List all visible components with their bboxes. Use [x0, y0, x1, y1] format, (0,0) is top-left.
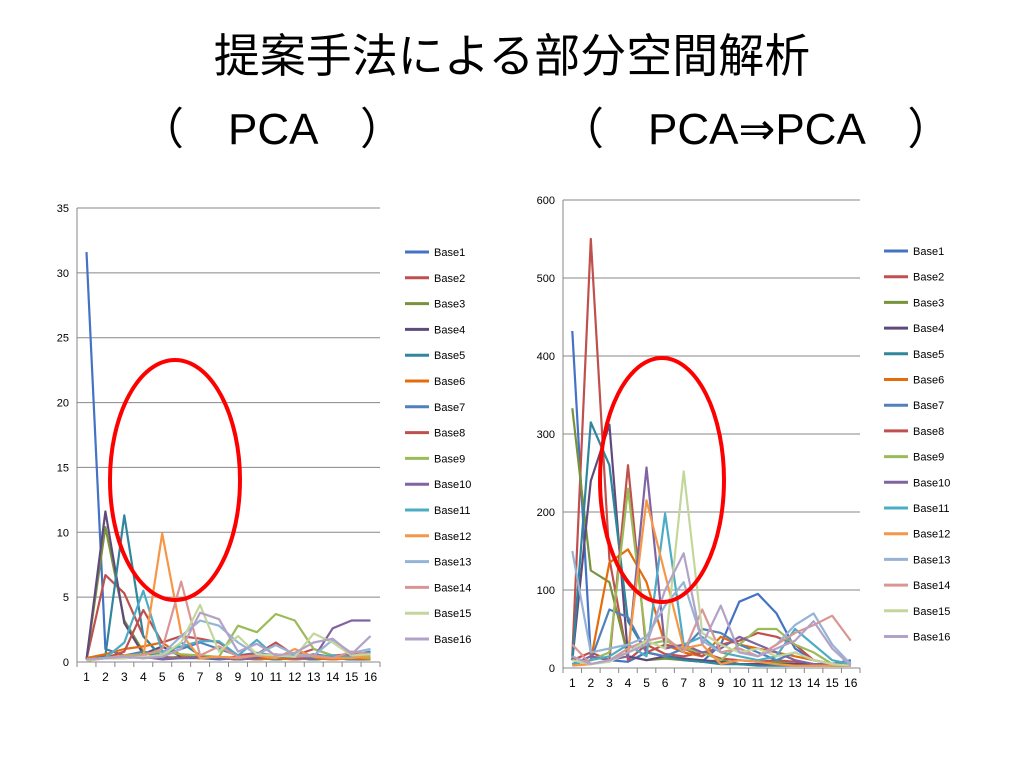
y-tick-label: 30 [57, 268, 69, 280]
legend-label-base10: Base10 [434, 479, 471, 491]
legend-label-base14: Base14 [913, 580, 950, 592]
legend-label-base2: Base2 [434, 273, 465, 285]
x-tick-label: 1 [569, 676, 576, 690]
legend-label-base3: Base3 [913, 297, 944, 309]
x-tick-label: 10 [733, 676, 747, 690]
legend-label-base9: Base9 [434, 453, 465, 465]
legend-label-base12: Base12 [434, 531, 471, 543]
x-tick-label: 2 [102, 670, 109, 684]
x-tick-label: 9 [235, 670, 242, 684]
y-tick-label: 10 [57, 527, 69, 539]
x-tick-label: 4 [140, 670, 147, 684]
legend-label-base1: Base1 [434, 247, 465, 259]
legend-label-base8: Base8 [434, 428, 465, 440]
x-tick-label: 5 [159, 670, 166, 684]
subtitle-pca: （ PCA ） [140, 105, 405, 154]
legend-label-base11: Base11 [434, 505, 471, 517]
y-tick-label: 600 [537, 195, 555, 207]
legend-label-base16: Base16 [434, 634, 471, 646]
series-line-base14 [86, 580, 371, 661]
x-tick-label: 13 [307, 670, 321, 684]
legend-label-base13: Base13 [913, 554, 950, 566]
x-tick-label: 15 [345, 670, 359, 684]
legend-label-base6: Base6 [434, 376, 465, 388]
legend-label-base9: Base9 [913, 452, 944, 464]
legend-label-base12: Base12 [913, 529, 950, 541]
x-tick-label: 6 [662, 676, 669, 690]
legend-label-base4: Base4 [913, 323, 944, 335]
x-tick-label: 7 [680, 676, 687, 690]
legend-label-base2: Base2 [913, 272, 944, 284]
x-tick-label: 14 [326, 670, 340, 684]
x-tick-label: 12 [288, 670, 302, 684]
x-tick-label: 10 [250, 670, 264, 684]
y-tick-label: 35 [57, 203, 69, 215]
legend-label-base8: Base8 [913, 426, 944, 438]
x-tick-label: 7 [197, 670, 204, 684]
y-tick-label: 300 [537, 429, 555, 441]
x-tick-label: 8 [216, 670, 223, 684]
y-tick-label: 25 [57, 333, 69, 345]
x-tick-label: 13 [788, 676, 802, 690]
legend-label-base5: Base5 [434, 350, 465, 362]
highlight-ellipse [598, 356, 726, 604]
legend-label-base3: Base3 [434, 299, 465, 311]
x-tick-label: 4 [625, 676, 632, 690]
x-tick-label: 6 [178, 670, 185, 684]
x-tick-label: 16 [364, 670, 378, 684]
legend-label-base16: Base16 [913, 632, 950, 644]
legend-label-base15: Base15 [913, 606, 950, 618]
legend-label-base11: Base11 [913, 503, 950, 515]
x-tick-label: 8 [699, 676, 706, 690]
y-tick-label: 20 [57, 398, 69, 410]
x-tick-label: 3 [606, 676, 613, 690]
legend-label-base1: Base1 [913, 246, 944, 258]
y-tick-label: 100 [537, 585, 555, 597]
x-tick-label: 1 [83, 670, 90, 684]
series-line-base13 [571, 550, 852, 665]
subtitle-pca-pca: （ PCA⇒PCA ） [560, 105, 952, 154]
x-tick-label: 3 [121, 670, 128, 684]
x-tick-label: 5 [643, 676, 650, 690]
x-tick-label: 2 [588, 676, 595, 690]
y-tick-label: 5 [63, 592, 69, 604]
x-tick-label: 11 [752, 676, 765, 690]
x-tick-label: 12 [770, 676, 784, 690]
legend-label-base14: Base14 [434, 582, 471, 594]
legend-label-base7: Base7 [434, 402, 465, 414]
x-tick-label: 9 [717, 676, 724, 690]
x-tick-label: 11 [270, 670, 283, 684]
slide-title: 提案手法による部分空間解析 [213, 29, 811, 83]
y-tick-label: 500 [537, 273, 555, 285]
series-line-base11 [572, 512, 851, 666]
x-tick-label: 14 [807, 676, 821, 690]
legend-label-base5: Base5 [913, 349, 944, 361]
x-tick-label: 15 [825, 676, 839, 690]
y-tick-label: 200 [537, 507, 555, 519]
highlight-ellipse [108, 358, 242, 602]
legend-label-base13: Base13 [434, 557, 471, 569]
y-tick-label: 0 [63, 657, 69, 669]
y-tick-label: 0 [549, 663, 555, 675]
legend-label-base6: Base6 [913, 375, 944, 387]
x-tick-label: 16 [844, 676, 858, 690]
series-line-base16 [571, 552, 852, 667]
legend-label-base4: Base4 [434, 324, 465, 336]
legend-label-base7: Base7 [913, 400, 944, 412]
series-line-base9 [86, 612, 371, 661]
series-line-base16 [86, 611, 372, 661]
y-tick-label: 400 [537, 351, 555, 363]
legend-label-base10: Base10 [913, 477, 950, 489]
legend-label-base15: Base15 [434, 608, 471, 620]
series-line-base14 [571, 608, 852, 666]
y-tick-label: 15 [57, 462, 69, 474]
